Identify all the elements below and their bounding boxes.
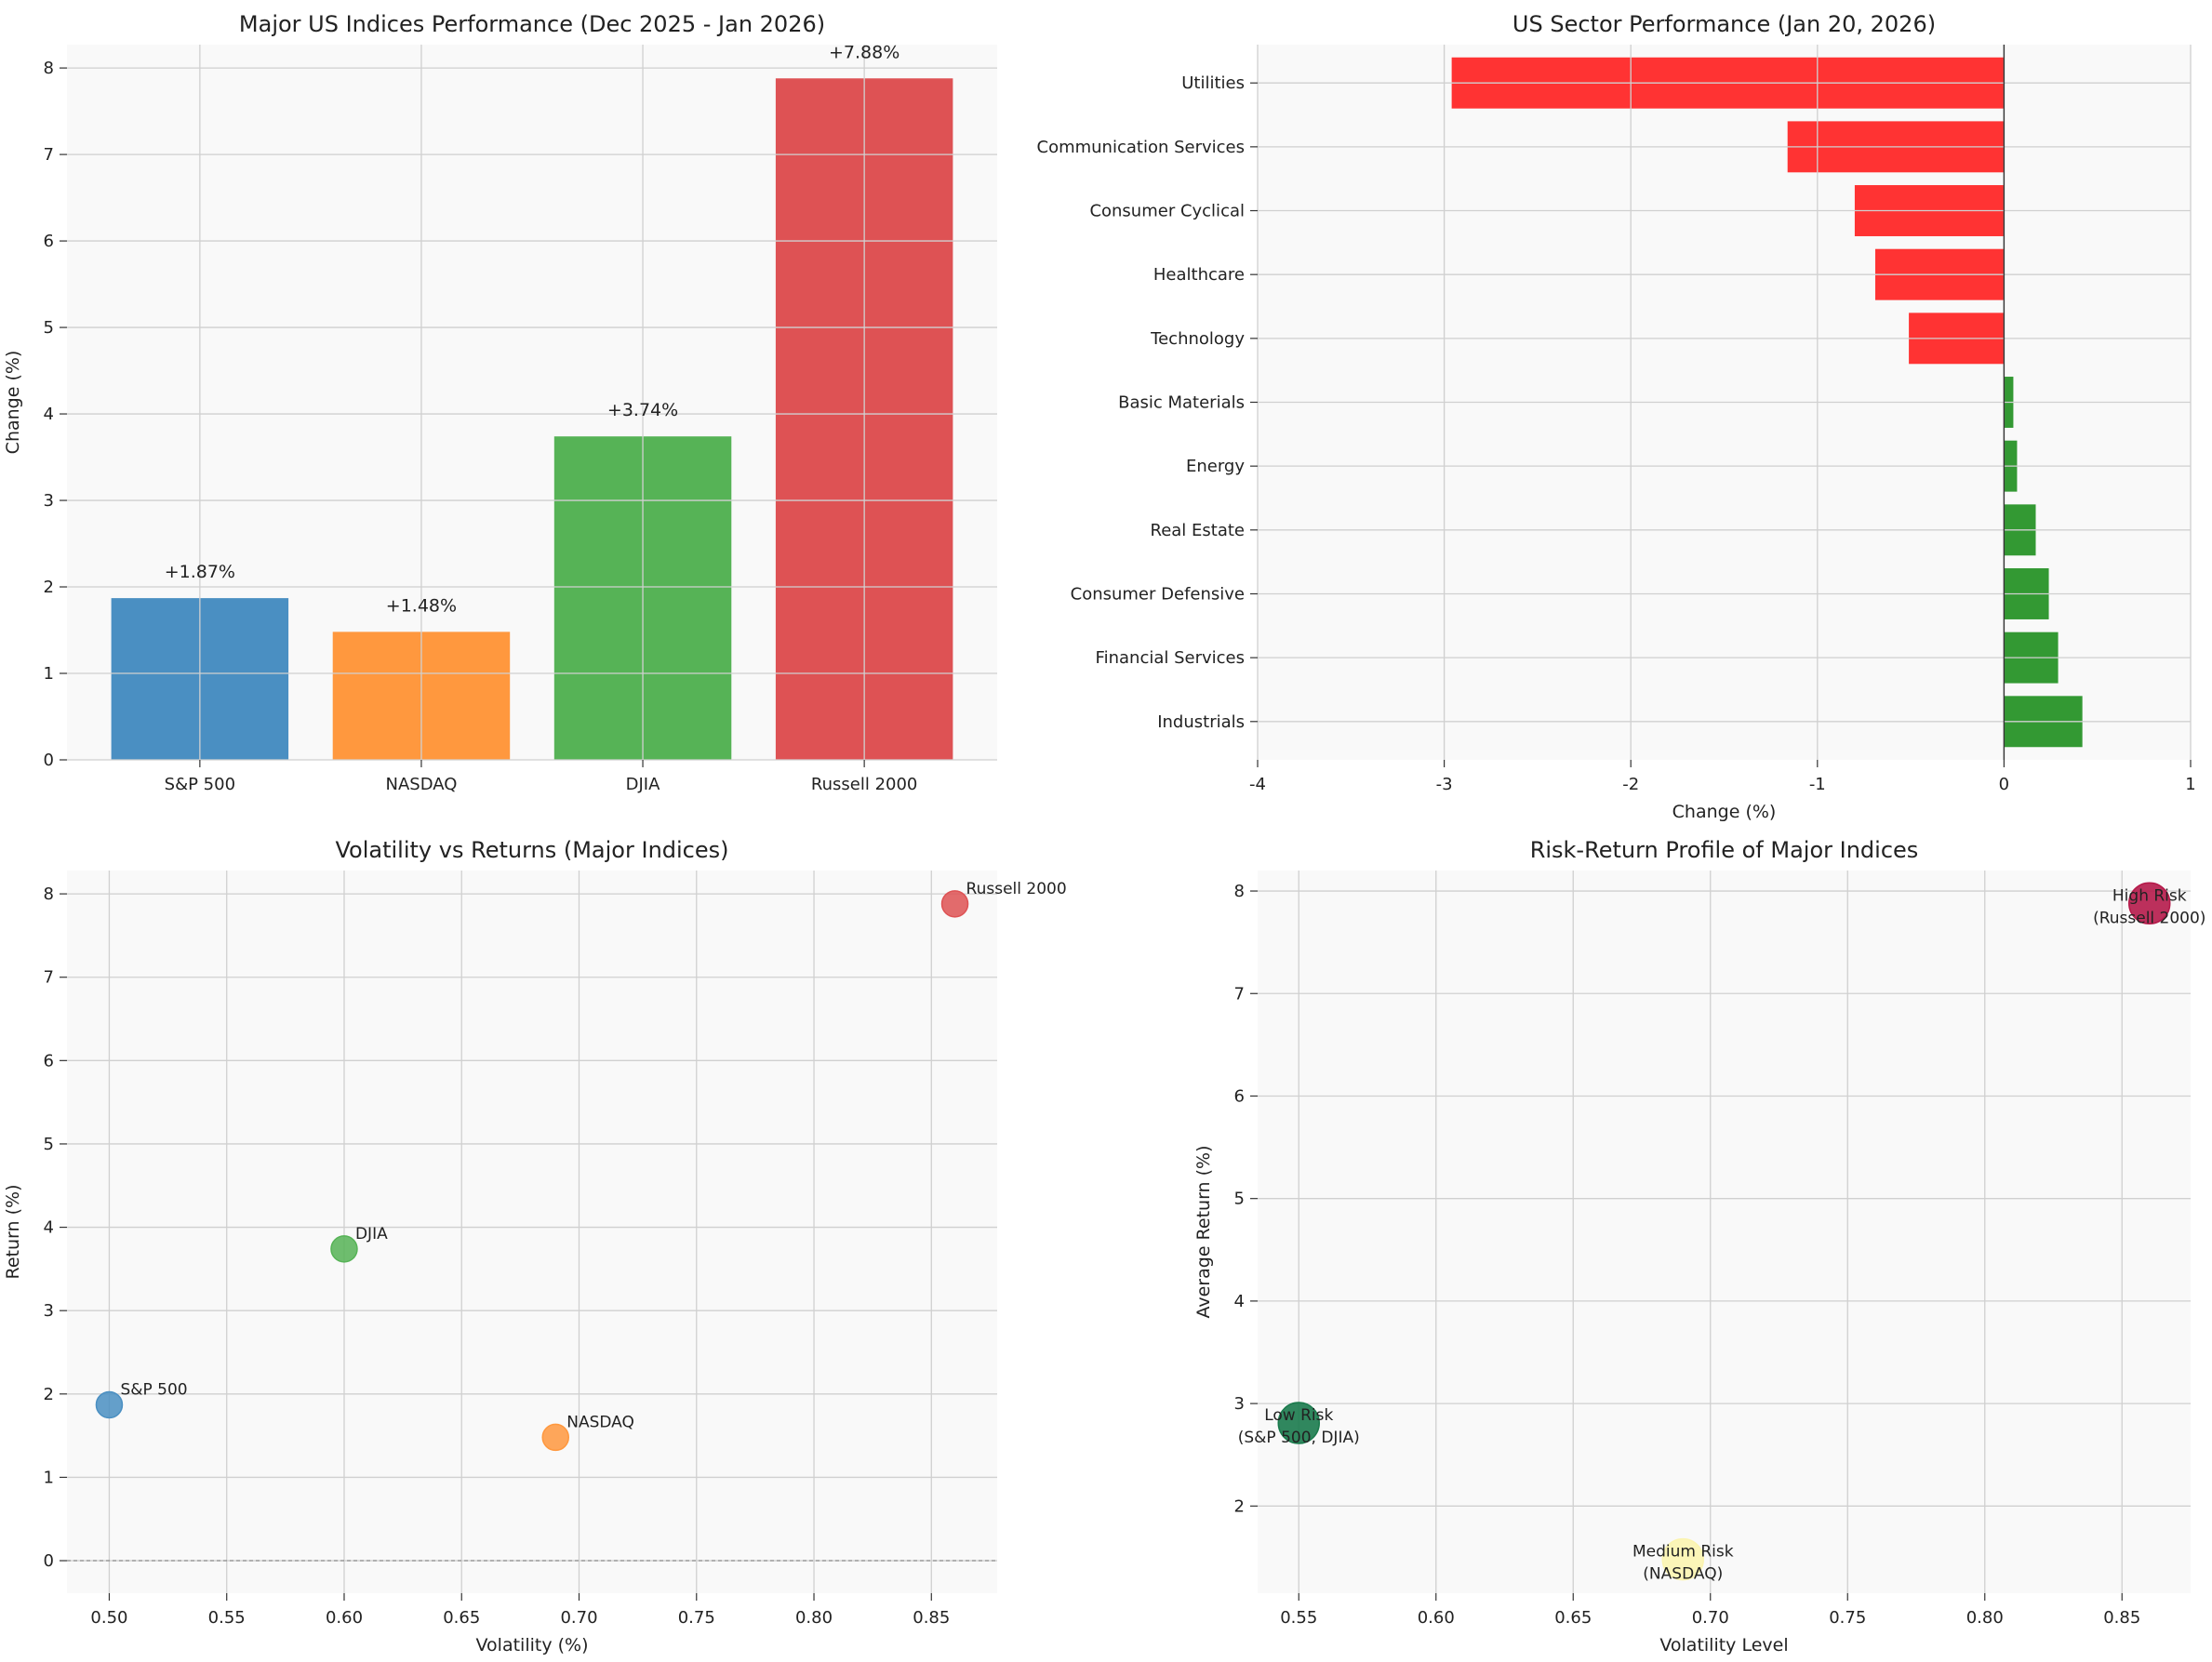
- y-tick-label: 5: [1234, 1190, 1245, 1209]
- chart-panel-3: Volatility vs Returns (Major Indices) 0.5…: [3, 837, 1067, 1655]
- y-tick-label: 0: [44, 1551, 54, 1571]
- y-tick-label: Utilities: [1181, 73, 1245, 93]
- risk-label: Medium Risk: [1632, 1543, 1734, 1562]
- risk-sublabel: (Russell 2000): [2093, 909, 2205, 927]
- y-tick-label: 3: [1234, 1394, 1245, 1414]
- chart-title: Risk-Return Profile of Major Indices: [1530, 837, 1919, 863]
- plot-background: [1258, 871, 2191, 1593]
- y-tick-label: 8: [44, 884, 54, 904]
- y-tick-label: Technology: [1150, 329, 1245, 349]
- risk-sublabel: (NASDAQ): [1643, 1565, 1723, 1584]
- x-tick-label: 0.75: [678, 1608, 715, 1628]
- scatter-point-0: [95, 1390, 124, 1419]
- y-tick-label: 7: [1234, 984, 1245, 1004]
- y-tick-label: 5: [44, 318, 54, 338]
- risk-label: High Risk: [2112, 886, 2187, 905]
- x-tick-label: 0.65: [443, 1608, 480, 1628]
- y-tick-label: 0: [44, 751, 54, 770]
- x-tick-label: Russell 2000: [811, 775, 917, 794]
- x-tick-label: 0.85: [913, 1608, 950, 1628]
- x-axis-label: Change (%): [1672, 802, 1777, 822]
- data-label: +1.48%: [386, 595, 457, 616]
- x-tick-label: 0.55: [208, 1608, 246, 1628]
- plot-background: [67, 871, 997, 1593]
- y-tick-label: 1: [44, 1468, 54, 1487]
- point-label: Russell 2000: [966, 880, 1067, 898]
- chart-panel-2: US Sector Performance (Jan 20, 2026) -4 -3…: [1037, 11, 2196, 822]
- data-label: +1.87%: [165, 562, 235, 582]
- y-tick-label: Consumer Cyclical: [1089, 202, 1245, 221]
- x-tick-label: 0.55: [1280, 1608, 1317, 1628]
- y-tick-label: 2: [1234, 1496, 1245, 1516]
- x-tick-label: S&P 500: [165, 775, 235, 794]
- x-tick-label: 0.75: [1829, 1608, 1866, 1628]
- y-tick-label: 8: [44, 59, 54, 78]
- y-tick-label: 6: [44, 232, 54, 251]
- point-label: NASDAQ: [566, 1413, 634, 1431]
- y-tick-label: 8: [1234, 882, 1245, 901]
- x-tick-label: 0.80: [795, 1608, 833, 1628]
- y-tick-label: 6: [1234, 1086, 1245, 1106]
- x-tick-label: 0: [1999, 775, 2009, 794]
- scatter-point-3: [940, 890, 969, 918]
- y-tick-label: Basic Materials: [1118, 393, 1245, 413]
- x-tick-label: -3: [1436, 775, 1453, 794]
- y-tick-label: Financial Services: [1096, 648, 1245, 668]
- y-tick-label: Healthcare: [1153, 265, 1245, 285]
- y-tick-label: 7: [44, 145, 54, 165]
- x-tick-label: -4: [1249, 775, 1266, 794]
- scatter-point-1: [541, 1423, 570, 1452]
- y-tick-label: 3: [44, 1301, 54, 1321]
- x-tick-label: 0.70: [560, 1608, 597, 1628]
- chart-panel-4: Risk-Return Profile of Major Indices 0.55…: [1193, 837, 2205, 1655]
- point-label: DJIA: [355, 1225, 388, 1243]
- chart-title: Major US Indices Performance (Dec 2025 -…: [239, 11, 825, 37]
- x-tick-label: 0.60: [1418, 1608, 1455, 1628]
- x-tick-label: 0.65: [1554, 1608, 1592, 1628]
- x-axis-label: Volatility (%): [476, 1635, 589, 1655]
- x-tick-label: 0.70: [1692, 1608, 1729, 1628]
- x-tick-label: -1: [1809, 775, 1826, 794]
- x-tick-label: 1: [2185, 775, 2195, 794]
- data-label: +7.88%: [829, 42, 899, 62]
- y-tick-label: 4: [1234, 1292, 1245, 1311]
- x-tick-label: NASDAQ: [385, 775, 457, 794]
- x-tick-label: 0.80: [1966, 1608, 2004, 1628]
- data-label: +3.74%: [607, 400, 678, 420]
- risk-sublabel: (S&P 500, DJIA): [1238, 1429, 1360, 1447]
- y-tick-label: Real Estate: [1151, 521, 1246, 540]
- x-tick-label: 0.60: [326, 1608, 363, 1628]
- y-tick-label: 7: [44, 968, 54, 988]
- y-tick-label: Consumer Defensive: [1071, 584, 1245, 604]
- risk-label: Low Risk: [1264, 1406, 1333, 1425]
- x-tick-label: -2: [1622, 775, 1639, 794]
- chart-title: US Sector Performance (Jan 20, 2026): [1512, 11, 1936, 37]
- y-tick-label: 2: [44, 1385, 54, 1404]
- risk-bubble-0: [1277, 1402, 1320, 1444]
- y-tick-label: Communication Services: [1037, 138, 1246, 157]
- x-tick-label: 0.50: [90, 1608, 127, 1628]
- y-tick-label: 3: [44, 491, 54, 511]
- chart-title: Volatility vs Returns (Major Indices): [335, 837, 728, 863]
- y-tick-label: 2: [44, 578, 54, 597]
- y-axis-label: Return (%): [3, 1185, 23, 1280]
- y-tick-label: 1: [44, 664, 54, 684]
- x-axis-label: Volatility Level: [1659, 1635, 1788, 1655]
- y-tick-label: Energy: [1186, 457, 1245, 476]
- scatter-point-2: [330, 1235, 358, 1263]
- y-tick-label: 4: [44, 405, 54, 424]
- point-label: S&P 500: [120, 1380, 187, 1399]
- chart-panel-1: Major US Indices Performance (Dec 2025 -…: [3, 11, 997, 794]
- x-tick-label: 0.85: [2103, 1608, 2140, 1628]
- risk-bubble-2: [2128, 882, 2171, 925]
- risk-bubble-1: [1661, 1537, 1704, 1581]
- y-axis-label: Average Return (%): [1193, 1145, 1214, 1318]
- y-tick-label: 5: [44, 1135, 54, 1154]
- y-tick-label: Industrials: [1157, 712, 1245, 732]
- y-tick-label: 4: [44, 1218, 54, 1238]
- y-axis-label: Change (%): [3, 351, 23, 455]
- y-tick-label: 6: [44, 1051, 54, 1070]
- x-tick-label: DJIA: [626, 775, 660, 794]
